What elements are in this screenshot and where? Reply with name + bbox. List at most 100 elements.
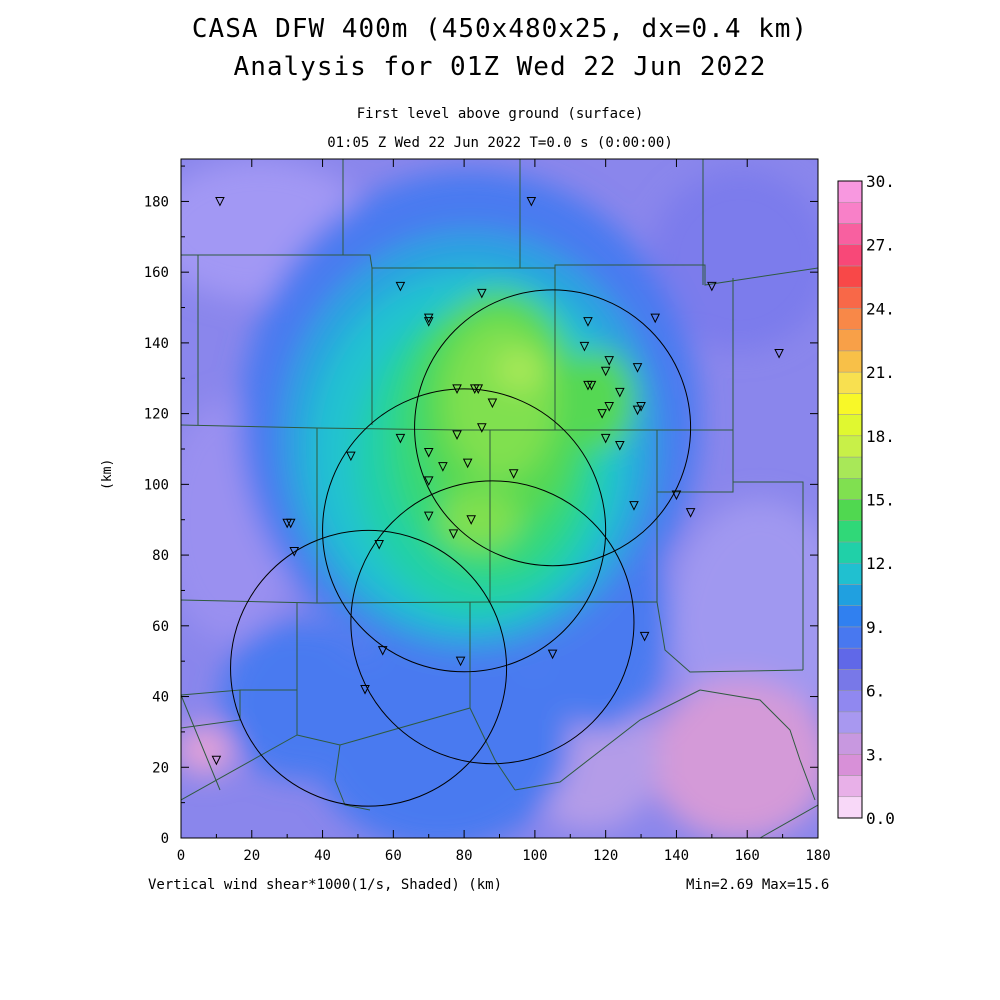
station-marker — [650, 313, 661, 324]
station-marker — [526, 196, 537, 207]
color-bar-label: 21. — [866, 363, 895, 382]
y-tick-label: 120 — [144, 407, 169, 423]
x-tick-label: 60 — [385, 848, 402, 864]
radar-ring-1 — [414, 289, 692, 567]
station-marker — [600, 366, 611, 377]
shaded-field — [181, 159, 818, 838]
color-bar-swatch — [837, 371, 863, 394]
y-tick-label: 160 — [144, 265, 169, 281]
analysis-time-title: Analysis for 01Z Wed 22 Jun 2022 — [233, 52, 767, 82]
color-bar-swatch — [837, 605, 863, 628]
color-bar-swatch — [837, 520, 863, 543]
x-tick-label: 20 — [243, 848, 260, 864]
color-bar-swatch — [837, 584, 863, 606]
color-bar-swatch — [837, 265, 863, 288]
color-bar-swatch — [837, 775, 863, 798]
color-bar-swatch — [837, 690, 863, 713]
station-marker — [289, 547, 300, 557]
x-axis: 0 20 40 60 80 100 120 140 160 180 — [177, 159, 831, 864]
color-bar-swatch — [837, 180, 863, 203]
color-bar-swatch — [837, 562, 863, 585]
station-marker — [211, 755, 222, 766]
station-marker — [466, 515, 476, 525]
color-bar-swatch — [837, 286, 863, 309]
station-marker — [604, 356, 615, 366]
radar-ring-2 — [322, 388, 607, 673]
station-marker — [448, 529, 459, 539]
color-bar-swatch — [837, 201, 863, 224]
color-bar-swatch — [837, 669, 863, 691]
color-bar: 0.0 3. 6. 9. 12. 15. 18. 21. 24. 27. 30. — [837, 172, 895, 828]
station-marker — [487, 398, 498, 409]
station-marker — [360, 684, 370, 695]
y-tick-label: 0 — [161, 831, 169, 847]
x-tick-label: 0 — [177, 848, 185, 864]
color-bar-swatch — [837, 732, 863, 755]
station-marker — [671, 490, 682, 501]
color-bar-label: 12. — [866, 554, 895, 573]
y-axis: 0 20 40 60 80 100 120 140 160 180 — [144, 165, 818, 847]
station-marker — [395, 433, 406, 444]
station-markers — [211, 196, 784, 766]
station-marker — [583, 317, 593, 327]
station-marker — [615, 440, 625, 451]
x-tick-label: 140 — [664, 848, 689, 864]
station-marker — [377, 646, 388, 656]
station-marker — [632, 405, 643, 416]
color-bar-label: 27. — [866, 236, 895, 255]
radar-range-rings — [230, 289, 692, 807]
color-bar-swatch — [837, 711, 863, 734]
station-marker — [600, 433, 611, 444]
station-marker — [508, 469, 519, 479]
variable-label: Vertical wind shear*1000(1/s, Shaded) (k… — [148, 877, 503, 893]
color-bar-label: 18. — [866, 427, 895, 446]
x-tick-label: 80 — [456, 848, 473, 864]
color-bar-swatch — [837, 541, 863, 564]
min-max-label: Min=2.69 Max=15.6 — [686, 877, 830, 893]
color-bar-swatch — [837, 754, 863, 776]
color-bar-label: 0.0 — [866, 809, 895, 828]
station-marker — [476, 423, 487, 433]
y-tick-label: 20 — [152, 760, 169, 776]
station-marker — [685, 508, 696, 518]
color-bar-label: 3. — [866, 745, 885, 764]
station-marker — [476, 288, 487, 299]
station-marker — [586, 380, 597, 391]
x-tick-label: 160 — [735, 848, 760, 864]
x-tick-label: 100 — [522, 848, 547, 864]
color-bar-swatch — [837, 414, 863, 437]
map-title: CASA DFW 400m (450x480x25, dx=0.4 km) — [191, 14, 809, 44]
color-bar-swatch — [837, 350, 863, 373]
station-marker — [423, 476, 434, 486]
color-bar-frame — [837, 180, 863, 819]
color-bar-swatch — [837, 393, 863, 415]
y-axis-label: (km) — [100, 458, 115, 490]
station-marker — [374, 539, 384, 550]
color-bar-swatch — [837, 478, 863, 500]
station-marker — [632, 363, 643, 373]
station-marker — [455, 656, 466, 667]
y-tick-label: 100 — [144, 477, 169, 493]
station-marker — [774, 349, 784, 359]
station-marker — [423, 317, 434, 327]
station-marker — [707, 281, 717, 292]
color-bar-swatch — [837, 329, 863, 352]
station-marker — [423, 511, 434, 522]
color-bar-swatch — [837, 244, 863, 267]
color-bar-label: 24. — [866, 299, 895, 318]
color-bar-swatch — [837, 647, 863, 670]
color-bar-swatch — [837, 499, 863, 521]
y-tick-label: 180 — [144, 194, 169, 210]
y-tick-label: 140 — [144, 336, 169, 352]
station-marker — [615, 387, 625, 398]
x-tick-label: 120 — [593, 848, 618, 864]
station-marker — [423, 448, 434, 458]
station-marker — [452, 430, 462, 440]
color-bar-swatch — [837, 626, 863, 649]
county-boundaries — [181, 159, 818, 838]
station-marker — [629, 501, 639, 511]
radar-ring-4 — [230, 529, 508, 807]
station-marker — [285, 518, 296, 529]
color-bar-label: 6. — [866, 682, 885, 701]
